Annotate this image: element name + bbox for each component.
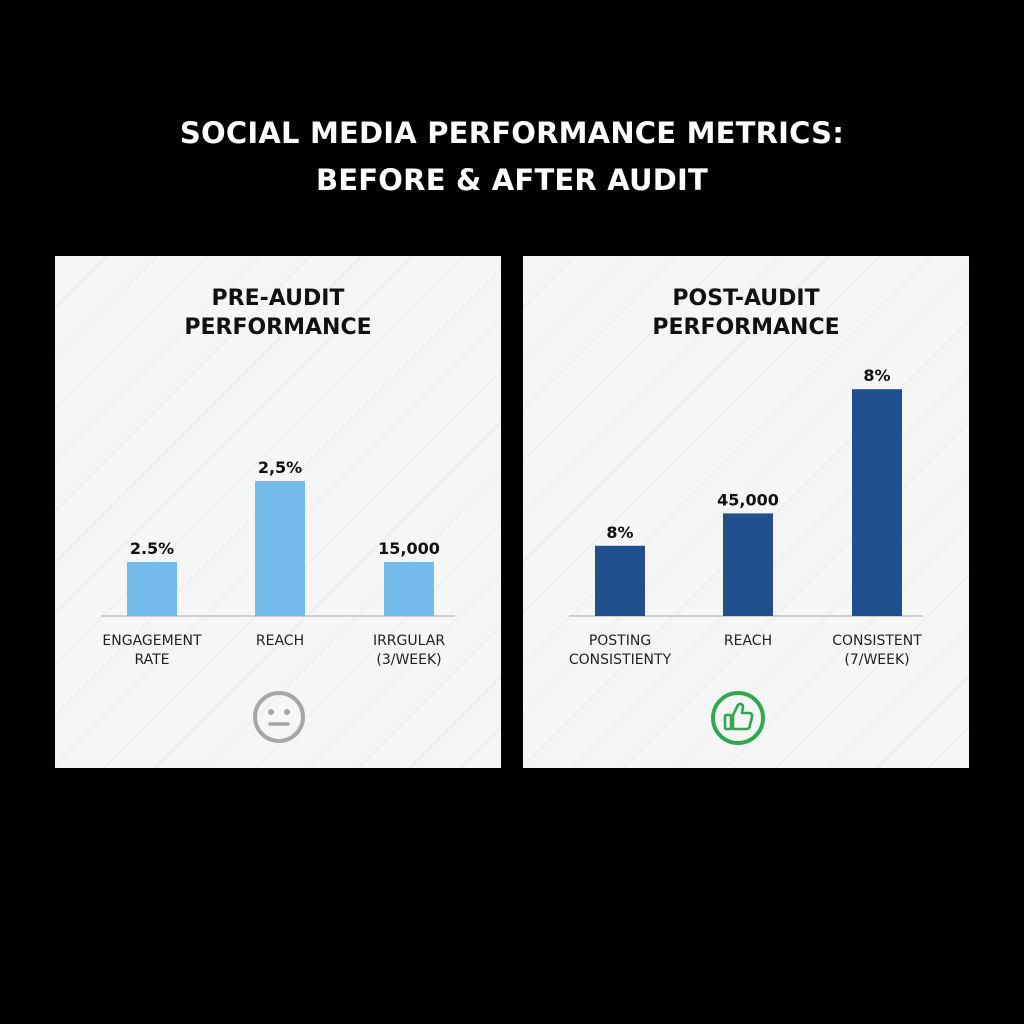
post-audit-panel-title: POST-AUDIT PERFORMANCE bbox=[523, 284, 969, 342]
pre-audit-category-label-1-line-1: ENGAGEMENT bbox=[102, 633, 202, 649]
post-audit-value-label-2: 45,000 bbox=[717, 490, 779, 509]
pre-audit-value-label-3: 15,000 bbox=[378, 539, 440, 558]
post-audit-value-label-1: 8% bbox=[606, 523, 633, 542]
thumbs-up-icon bbox=[711, 691, 765, 745]
pre-audit-category-label-3-line-1: IRRGULAR bbox=[373, 633, 445, 649]
main-title: SOCIAL MEDIA PERFORMANCE METRICS: BEFORE… bbox=[0, 110, 1024, 204]
post-audit-bar-2 bbox=[723, 513, 773, 616]
main-title-line-1: SOCIAL MEDIA PERFORMANCE METRICS: bbox=[179, 116, 845, 150]
post-audit-title-line-1: POST-AUDIT bbox=[672, 286, 820, 311]
pre-audit-title-line-2: PERFORMANCE bbox=[184, 315, 372, 340]
pre-audit-value-label-1: 2.5% bbox=[130, 539, 174, 558]
main-title-line-2: BEFORE & AFTER AUDIT bbox=[315, 163, 709, 197]
pre-audit-bar-1 bbox=[127, 562, 177, 616]
pre-audit-bar-3 bbox=[384, 562, 434, 616]
post-audit-category-label-2-line-1: REACH bbox=[724, 633, 772, 649]
pre-audit-panel: PRE-AUDIT PERFORMANCE 2.5% ENGAGEMENT RATE… bbox=[55, 256, 501, 768]
neutral-face-icon bbox=[253, 691, 305, 743]
pre-audit-bar-2 bbox=[255, 481, 305, 616]
pre-audit-category-label-2-line-1: REACH bbox=[256, 633, 304, 649]
post-audit-panel: POST-AUDIT PERFORMANCE 8% POSTING CONSISTI… bbox=[523, 256, 969, 768]
post-audit-bar-1 bbox=[595, 545, 645, 616]
pre-audit-category-label-3-line-2: (3/WEEK) bbox=[376, 652, 441, 668]
pre-audit-bar-chart: 2.5% ENGAGEMENT RATE 2,5% REACH 15,000 IRRGULA… bbox=[101, 458, 455, 668]
post-audit-title-line-2: PERFORMANCE bbox=[652, 315, 840, 340]
post-audit-value-label-3: 8% bbox=[863, 366, 890, 385]
pre-audit-title-line-1: PRE-AUDIT bbox=[211, 286, 345, 311]
pre-audit-category-label-1-line-2: RATE bbox=[134, 652, 169, 668]
post-audit-category-label-3-line-1: CONSISTENT bbox=[832, 633, 922, 649]
post-audit-category-label-1-line-2: CONSISTIENTY bbox=[569, 652, 672, 668]
post-audit-category-label-3-line-2: (7/WEEK) bbox=[844, 652, 909, 668]
pre-audit-value-label-2: 2,5% bbox=[258, 458, 302, 477]
post-audit-bar-3 bbox=[852, 389, 902, 616]
pre-audit-panel-title: PRE-AUDIT PERFORMANCE bbox=[55, 284, 501, 342]
post-audit-bar-chart: 8% POSTING CONSISTIENTY 45,000 REACH 8% CONSIS… bbox=[569, 366, 923, 668]
post-audit-category-label-1-line-1: POSTING bbox=[589, 633, 651, 649]
